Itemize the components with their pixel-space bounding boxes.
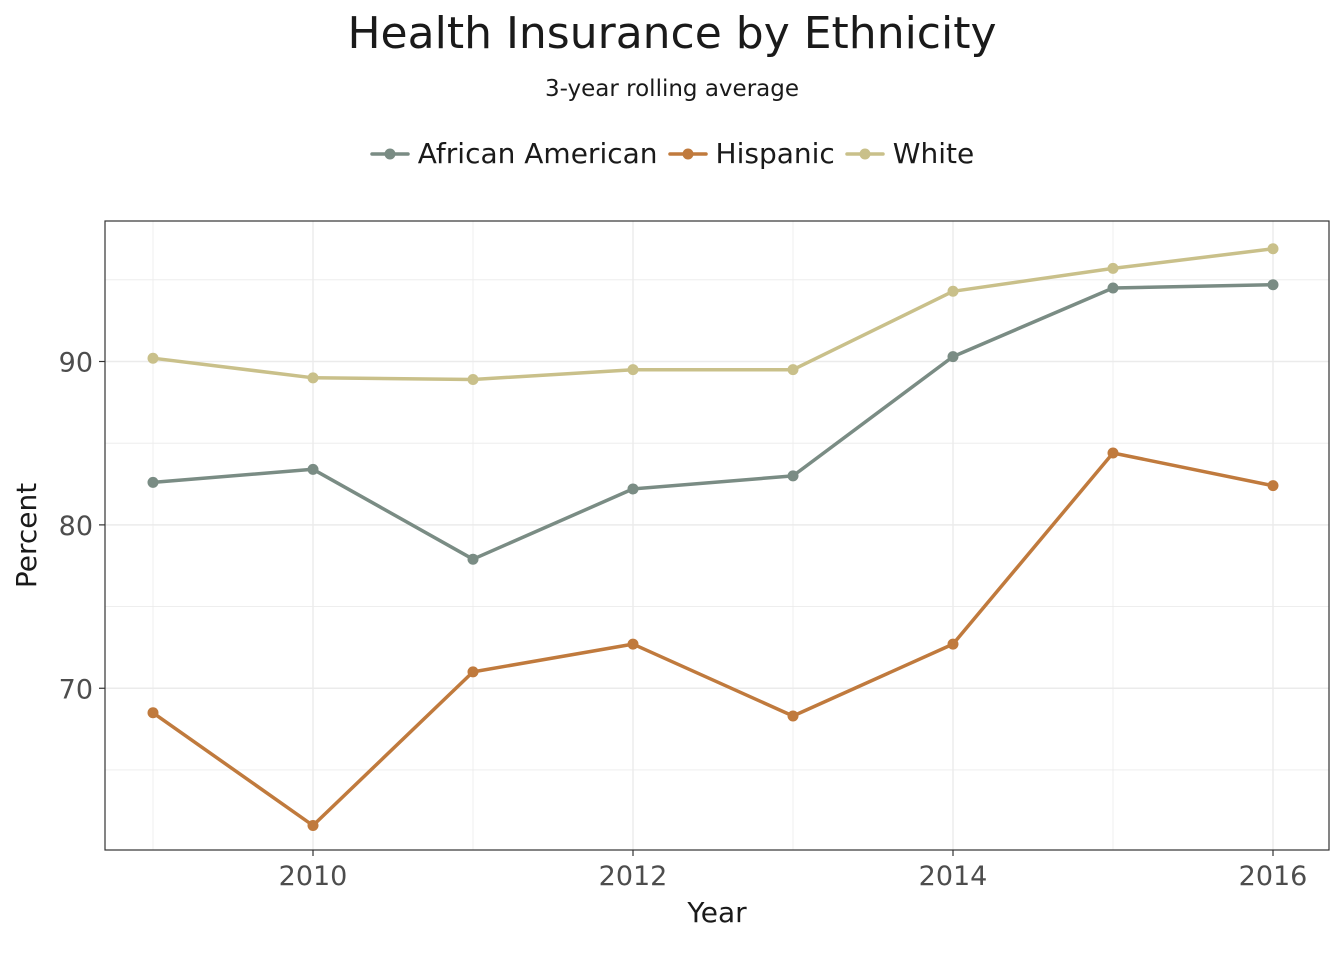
legend: African American Hispanic White <box>0 132 1344 176</box>
y-tick-label: 70 <box>59 674 93 705</box>
legend-key-african-american <box>370 148 410 160</box>
data-point-hispanic <box>627 638 639 650</box>
chart-subtitle: 3-year rolling average <box>545 76 799 102</box>
data-point-hispanic <box>307 819 319 831</box>
legend-item-white: White <box>845 132 974 176</box>
series-layer <box>147 243 1279 831</box>
legend-key-white <box>845 148 885 160</box>
data-point-white <box>1267 243 1279 255</box>
data-point-hispanic <box>947 638 959 650</box>
data-point-hispanic <box>1267 480 1279 492</box>
data-point-white <box>467 373 479 385</box>
data-point-hispanic <box>467 666 479 678</box>
series-hispanic <box>147 447 1279 831</box>
grid-lines <box>105 221 1329 850</box>
legend-label: African American <box>417 137 658 170</box>
y-tick-label: 90 <box>59 348 93 379</box>
legend-item-african-american: African American <box>370 132 658 176</box>
y-axis-title: Percent <box>10 483 43 588</box>
series-african-american <box>147 279 1279 565</box>
x-tick-label: 2016 <box>1239 861 1308 892</box>
data-point-african-american <box>787 470 799 482</box>
x-axis-title: Year <box>686 896 747 929</box>
legend-label: White <box>892 137 975 170</box>
axis-ticks: 2010 2012 2014 2016 70 80 90 <box>59 348 1308 892</box>
data-point-hispanic <box>1107 447 1119 459</box>
legend-label: Hispanic <box>715 137 835 170</box>
data-point-african-american <box>307 463 319 475</box>
data-point-african-american <box>1107 282 1119 294</box>
y-tick-label: 80 <box>59 511 93 542</box>
series-line-hispanic <box>151 451 1275 828</box>
data-point-african-american <box>1267 279 1279 291</box>
data-point-african-american <box>147 476 159 488</box>
panel-border <box>104 220 1330 851</box>
series-line-white <box>151 247 1275 382</box>
data-point-hispanic <box>147 707 159 719</box>
x-tick-label: 2010 <box>279 861 348 892</box>
series-white <box>147 243 1279 385</box>
chart-title: Health Insurance by Ethnicity <box>347 8 997 59</box>
data-point-white <box>1107 262 1119 274</box>
data-point-white <box>627 364 639 376</box>
data-point-african-american <box>467 553 479 565</box>
legend-item-hispanic: Hispanic <box>667 132 835 176</box>
data-point-white <box>947 285 959 297</box>
x-tick-label: 2012 <box>599 861 668 892</box>
data-point-african-american <box>627 483 639 495</box>
data-point-white <box>787 364 799 376</box>
data-point-hispanic <box>787 710 799 722</box>
legend-key-hispanic <box>667 148 708 160</box>
data-point-african-american <box>947 351 959 363</box>
series-line-african-american <box>151 282 1275 561</box>
x-tick-label: 2014 <box>919 861 988 892</box>
data-point-white <box>147 352 159 364</box>
data-point-white <box>307 372 319 384</box>
